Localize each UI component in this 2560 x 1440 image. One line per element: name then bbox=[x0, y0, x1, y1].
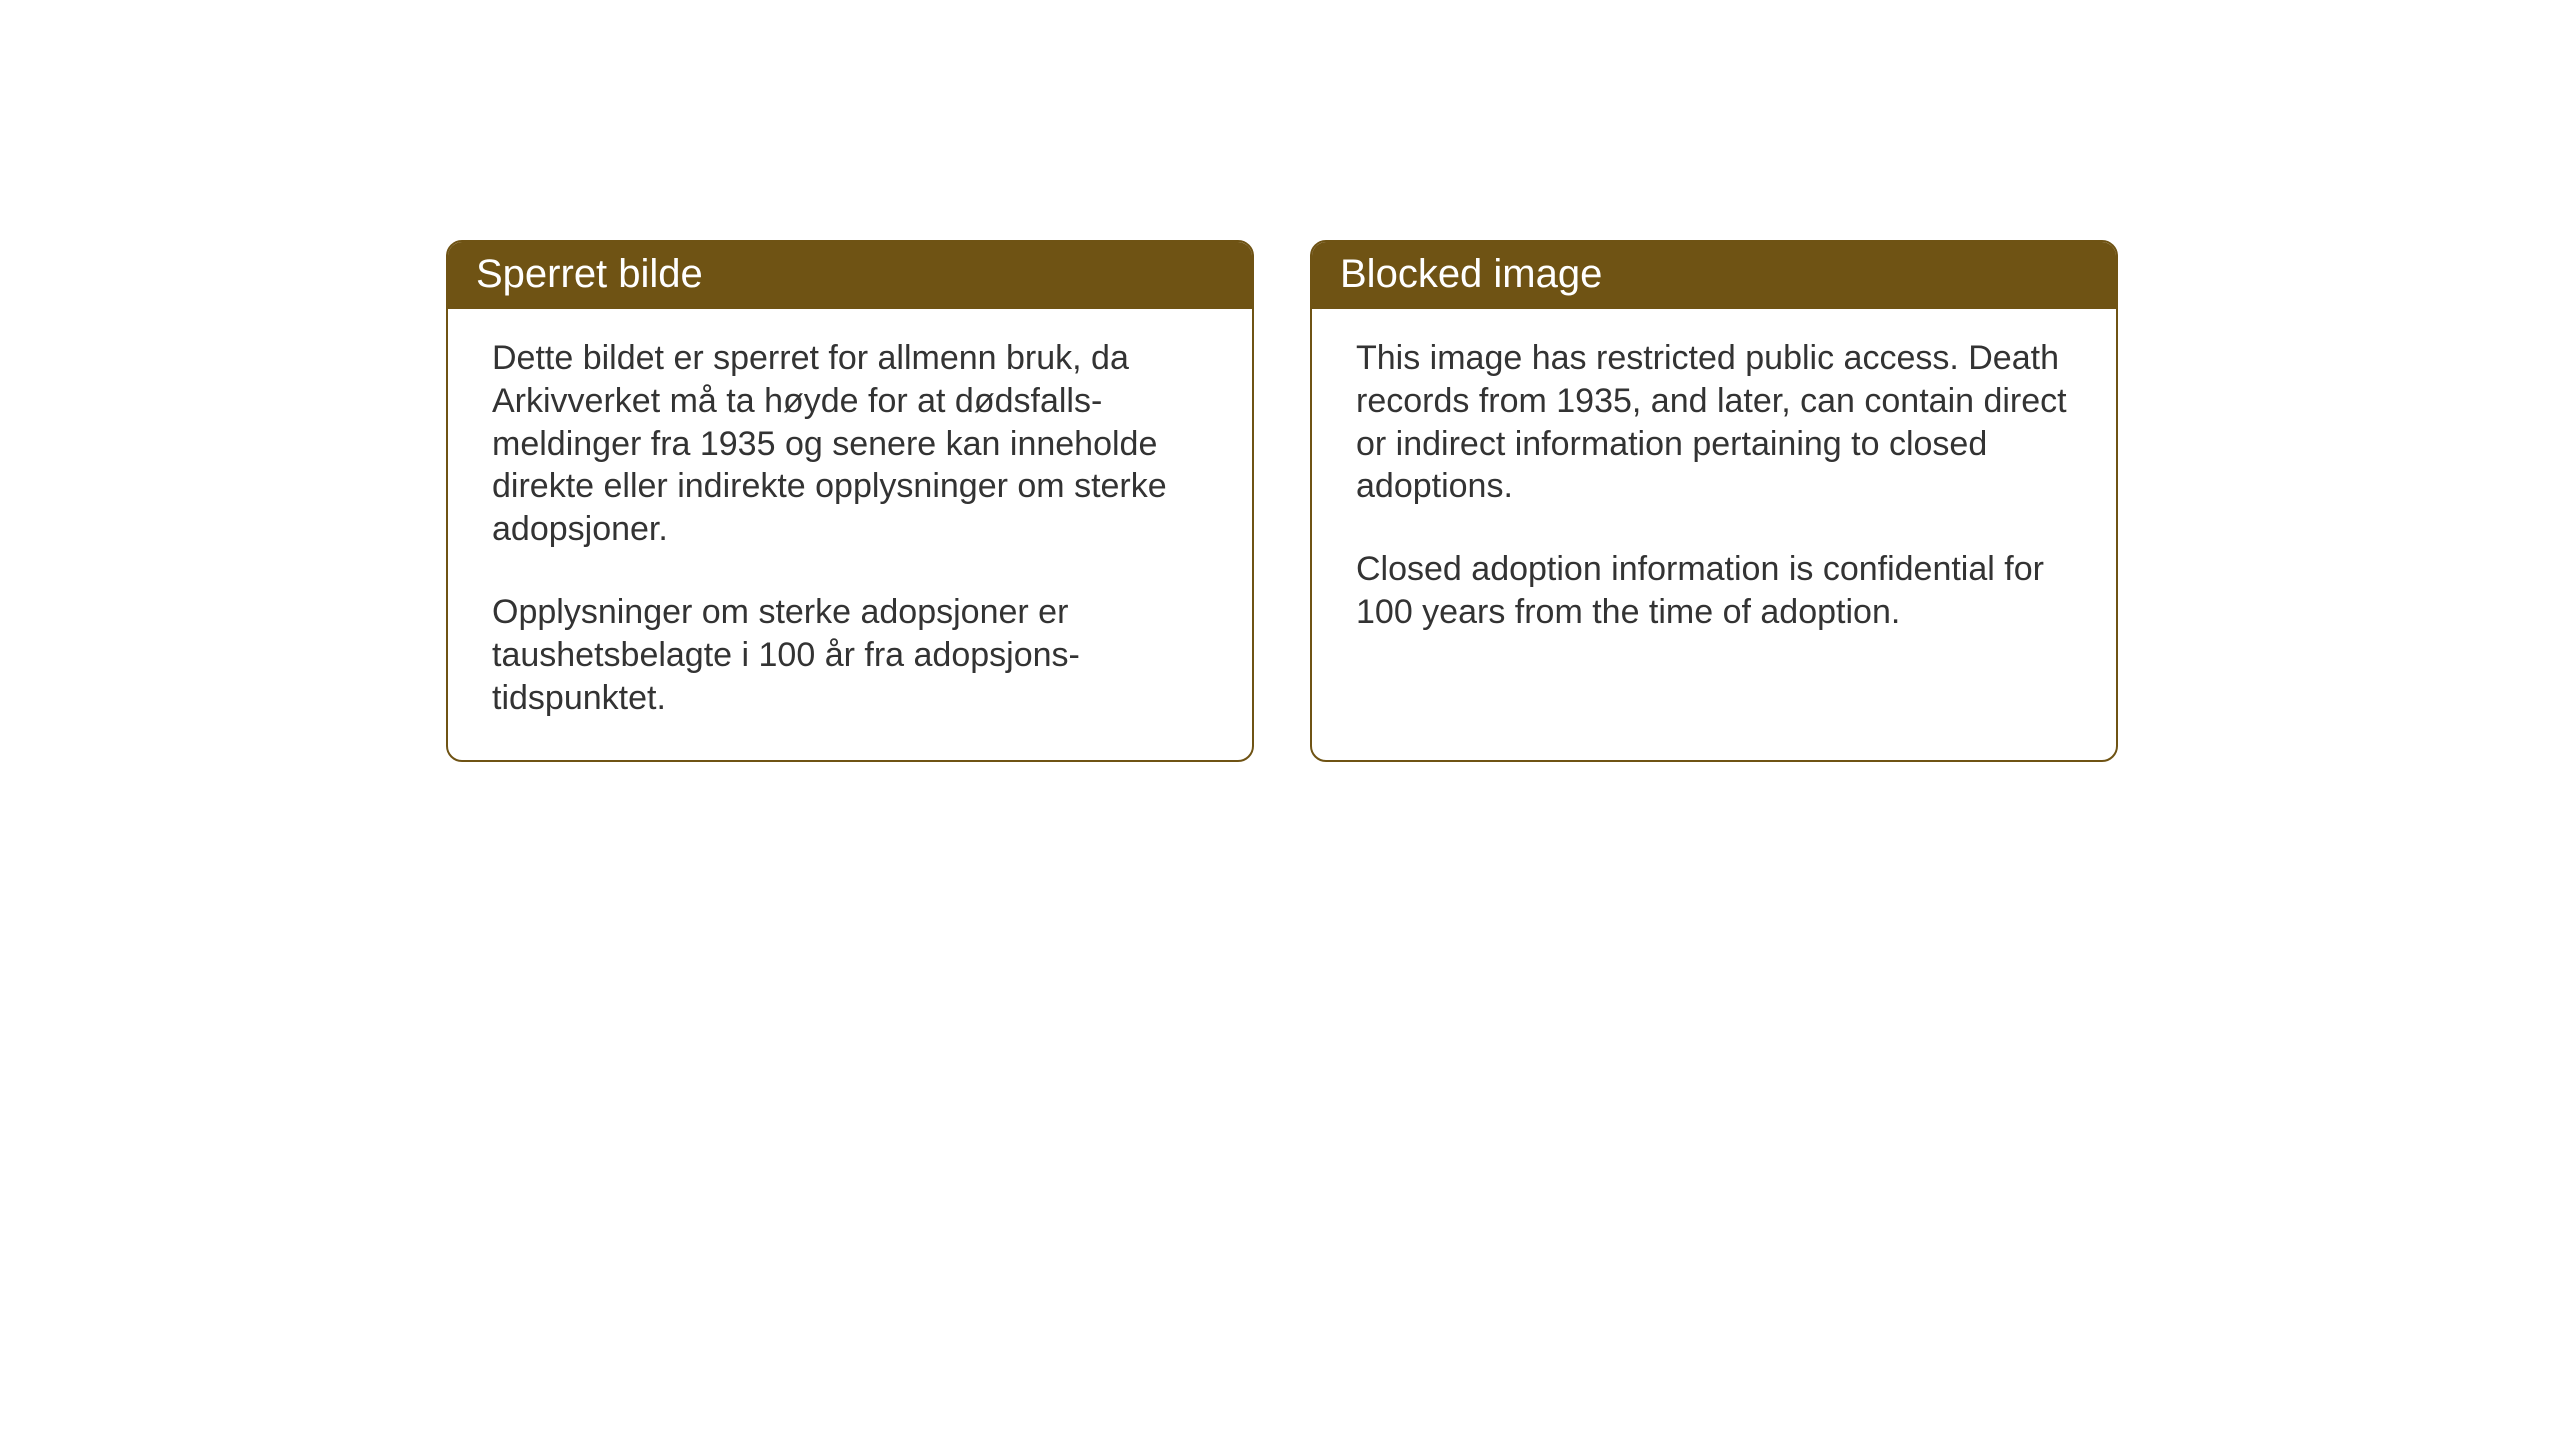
card-title: Blocked image bbox=[1340, 252, 1602, 296]
card-paragraph-1: Dette bildet er sperret for allmenn bruk… bbox=[492, 337, 1208, 551]
card-paragraph-2: Closed adoption information is confident… bbox=[1356, 548, 2072, 634]
card-header: Sperret bilde bbox=[448, 242, 1252, 309]
notice-container: Sperret bilde Dette bildet er sperret fo… bbox=[446, 240, 2118, 762]
card-title: Sperret bilde bbox=[476, 252, 703, 296]
card-body: Dette bildet er sperret for allmenn bruk… bbox=[448, 309, 1252, 760]
card-paragraph-1: This image has restricted public access.… bbox=[1356, 337, 2072, 508]
card-paragraph-2: Opplysninger om sterke adopsjoner er tau… bbox=[492, 591, 1208, 719]
card-header: Blocked image bbox=[1312, 242, 2116, 309]
card-body: This image has restricted public access.… bbox=[1312, 309, 2116, 674]
notice-card-norwegian: Sperret bilde Dette bildet er sperret fo… bbox=[446, 240, 1254, 762]
notice-card-english: Blocked image This image has restricted … bbox=[1310, 240, 2118, 762]
